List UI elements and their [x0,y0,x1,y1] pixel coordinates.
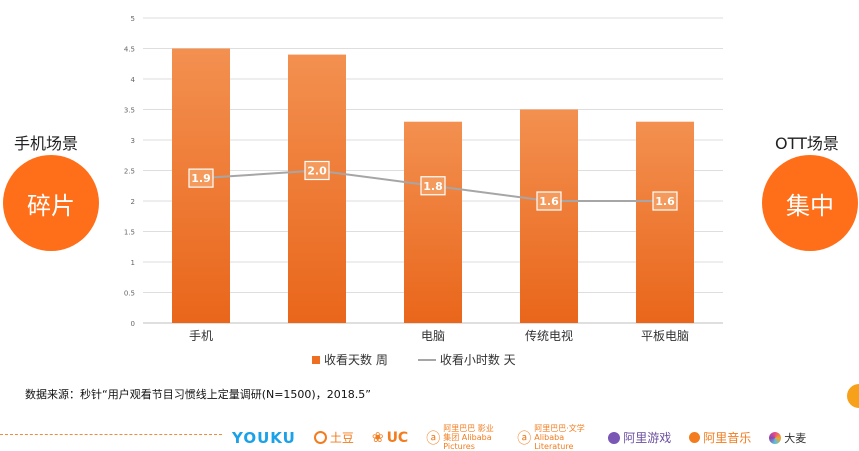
legend-item-line: 收看小时数 天 [417,351,516,368]
x-tick-label: 平板电脑 [641,329,689,343]
y-tick-label: 2.5 [124,168,135,176]
ali-music-icon [689,432,701,443]
y-axis-ticks: 0 0.5 1 1.5 2 2.5 3 3.5 4 4.5 5 [124,15,136,328]
y-tick-label: 0.5 [124,290,135,298]
line-point-marker [652,191,678,211]
y-tick-label: 4.5 [124,46,135,54]
youku-logo: YOUKU [232,429,296,447]
y-tick-label: 4 [131,76,136,84]
legend-label-bar: 收看天数 周 [324,353,388,367]
combo-chart: 0 0.5 1 1.5 2 2.5 3 3.5 4 4.5 5 1.9 2.0 1.8 1.6 1.6 手机… [124,15,723,343]
partner-logos: YOUKU 土豆 ❀ UC ⓐ 阿里巴巴 影业集团 Alibaba Pictur… [232,424,806,451]
legend-item-bar: 收看天数 周 [312,351,388,368]
legend-swatch-line [417,358,436,361]
alibaba-pictures-logo-text: 阿里巴巴 影业集团 Alibaba Pictures [443,424,494,451]
data-label: 1.6 [539,195,559,208]
x-tick-label: 传统电视 [525,328,573,343]
tudou-logo-text: 土豆 [329,431,354,445]
youku-logo-text: YOUKU [232,428,296,447]
footer-divider [0,434,222,435]
bar [288,54,346,323]
alibaba-pictures-icon: ⓐ [426,430,441,447]
uc-icon: ❀ [371,429,384,446]
damai-icon [769,431,782,444]
left-scene-badge: 碎片 [3,155,99,251]
alibaba-literature-logo: ⓐ 阿里巴巴·文学 Alibaba Literature [517,424,590,451]
data-label: 1.8 [423,180,443,193]
uc-logo-text: UC [386,429,409,446]
ali-games-logo: 阿里游戏 [608,429,671,446]
damai-logo-text: 大麦 [784,431,807,445]
left-scene-title: 手机场景 [14,134,79,153]
x-tick-label: 手机 [189,329,213,343]
alibaba-literature-icon: ⓐ [517,430,532,447]
uc-logo: ❀ UC [372,430,408,446]
source-note: 数据来源：秒针“用户观看节目习惯线上定量调研(N=1500)，2018.5” [25,388,371,401]
bar [520,109,578,323]
alibaba-literature-logo-text: 阿里巴巴·文学 Alibaba Literature [534,424,585,451]
tudou-icon [313,431,327,444]
corner-accent-shape [847,384,859,408]
ali-music-logo: 阿里音乐 [689,429,751,446]
line-point-marker [304,160,330,181]
x-tick-label: 电脑 [421,329,445,343]
y-tick-label: 2 [131,198,135,206]
ali-music-logo-text: 阿里音乐 [703,431,752,445]
y-tick-label: 5 [131,15,135,23]
damai-logo: 大麦 [769,430,806,446]
y-tick-label: 3 [131,137,135,145]
legend-swatch-bar [312,355,320,364]
right-scene-badge: 集中 [762,155,858,251]
y-tick-label: 1.5 [124,229,135,237]
bar-series [172,48,694,323]
alibaba-pictures-logo: ⓐ 阿里巴巴 影业集团 Alibaba Pictures [426,424,499,451]
tudou-logo: 土豆 [313,429,354,446]
ali-games-logo-text: 阿里游戏 [623,431,672,445]
chart-legend: 收看天数 周 收看小时数 天 [312,351,516,368]
y-tick-label: 1 [131,259,135,267]
bar [404,121,462,323]
right-scene-title: OTT场景 [775,134,839,153]
ali-games-icon [608,431,621,444]
line-point-marker [536,191,562,211]
data-label: 1.6 [655,195,675,208]
data-label: 2.0 [307,165,327,178]
y-tick-label: 0 [131,320,135,328]
data-labels: 1.9 2.0 1.8 1.6 1.6 [188,160,678,211]
x-axis-ticks: 手机 电脑 传统电视 平板电脑 [189,328,689,343]
legend-label-line: 收看小时数 天 [439,353,516,367]
y-tick-label: 3.5 [124,107,135,115]
line-point-marker [420,176,446,196]
bar [636,121,694,323]
line-point-marker [188,168,214,188]
data-label: 1.9 [191,172,211,185]
